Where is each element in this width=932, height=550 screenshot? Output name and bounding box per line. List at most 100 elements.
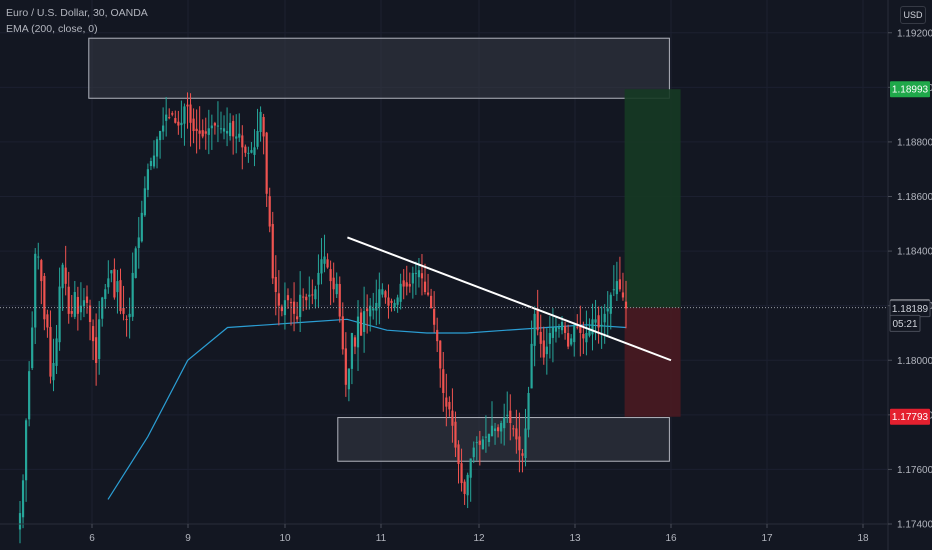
candle-body bbox=[277, 293, 280, 306]
candle-body bbox=[204, 131, 207, 134]
candle-body bbox=[305, 296, 308, 301]
candle-body bbox=[408, 283, 411, 287]
candle-body bbox=[268, 196, 271, 227]
candle-body bbox=[396, 297, 399, 305]
candle-body bbox=[241, 135, 244, 148]
drawings[interactable] bbox=[0, 236, 888, 362]
candle-body bbox=[180, 122, 183, 126]
candle-body bbox=[350, 332, 354, 369]
candle-body bbox=[618, 279, 622, 290]
candle-body bbox=[34, 253, 37, 328]
currency-button[interactable]: USD bbox=[900, 6, 926, 24]
candle-body bbox=[582, 334, 585, 339]
candle-body bbox=[128, 313, 131, 318]
candle-body bbox=[143, 188, 146, 216]
candle-body bbox=[402, 280, 405, 287]
candle-body bbox=[548, 332, 551, 344]
candle-body bbox=[101, 297, 104, 319]
candle-body bbox=[122, 307, 125, 314]
candle-body bbox=[146, 169, 149, 190]
candle-body bbox=[155, 139, 159, 157]
candle-body bbox=[338, 284, 341, 317]
candle-body bbox=[152, 155, 156, 167]
x-tick-label: 6 bbox=[89, 533, 95, 544]
candle-body bbox=[229, 122, 232, 137]
candle-body bbox=[158, 131, 162, 141]
candle-body bbox=[225, 131, 229, 134]
candle-body bbox=[347, 368, 350, 390]
candle-body bbox=[174, 118, 177, 123]
candle-body bbox=[375, 302, 378, 311]
candle-body bbox=[125, 319, 128, 321]
candle-body bbox=[448, 401, 451, 410]
price-tag-label: 1.18189 bbox=[892, 304, 929, 315]
y-tick-label: 1.19200 bbox=[897, 28, 932, 39]
candle-body bbox=[137, 237, 140, 248]
candle-body bbox=[326, 259, 329, 268]
candle-body bbox=[134, 248, 137, 278]
candle-body bbox=[104, 289, 107, 300]
candle-body bbox=[603, 313, 606, 323]
candle-body bbox=[430, 295, 433, 309]
target-zone bbox=[624, 89, 681, 308]
candle-body bbox=[207, 128, 210, 135]
candle-body bbox=[356, 316, 360, 348]
candle-body bbox=[423, 281, 427, 293]
candle-body bbox=[283, 300, 287, 316]
candle-body bbox=[472, 447, 475, 458]
candle-body bbox=[110, 270, 113, 274]
candle-body bbox=[512, 428, 515, 430]
candle-body bbox=[311, 294, 314, 296]
candle-body bbox=[484, 436, 488, 438]
candle-body bbox=[67, 286, 70, 314]
candle-body bbox=[289, 302, 293, 304]
x-tick-label: 11 bbox=[376, 533, 387, 544]
candle-body bbox=[506, 414, 509, 416]
candle-body bbox=[70, 311, 73, 314]
candle-body bbox=[579, 326, 582, 333]
candle-body bbox=[493, 428, 497, 431]
symbol-title: Euro / U.S. Dollar, 30, OANDA bbox=[6, 7, 148, 19]
candle-body bbox=[28, 371, 31, 420]
candle-body bbox=[536, 308, 539, 331]
candle-body bbox=[563, 325, 567, 333]
long-position-tool[interactable] bbox=[624, 89, 681, 417]
candle-body bbox=[49, 326, 52, 377]
candle-body bbox=[85, 296, 89, 303]
x-tick-label: 12 bbox=[473, 533, 485, 544]
candle-body bbox=[399, 283, 402, 302]
candle-body bbox=[262, 117, 265, 137]
candle-body bbox=[18, 513, 22, 530]
x-tick-label: 10 bbox=[279, 533, 291, 544]
candle-body bbox=[40, 260, 43, 282]
candle-body bbox=[177, 121, 180, 126]
candle-body bbox=[37, 256, 40, 258]
x-tick-label: 16 bbox=[665, 533, 677, 544]
candle-body bbox=[369, 305, 372, 317]
candle-body bbox=[95, 337, 98, 363]
candle-body bbox=[201, 130, 204, 137]
candle-body bbox=[393, 302, 396, 308]
candle-body bbox=[58, 286, 61, 343]
candle-body bbox=[131, 272, 134, 317]
candle-body bbox=[271, 223, 274, 279]
price-tag bbox=[890, 408, 930, 425]
candle-body bbox=[91, 326, 95, 342]
candle-body bbox=[259, 111, 262, 133]
supply-zone bbox=[88, 37, 670, 99]
candle-body bbox=[116, 281, 119, 293]
candle-body bbox=[55, 338, 58, 366]
candle-body bbox=[222, 128, 226, 132]
candle-body bbox=[314, 289, 317, 300]
candle-body bbox=[353, 337, 357, 347]
candle-body bbox=[570, 338, 573, 345]
candles bbox=[18, 92, 628, 544]
candle-body bbox=[323, 256, 326, 264]
candle-body bbox=[509, 410, 512, 424]
candle-body bbox=[213, 123, 216, 126]
candle-body bbox=[475, 442, 478, 444]
